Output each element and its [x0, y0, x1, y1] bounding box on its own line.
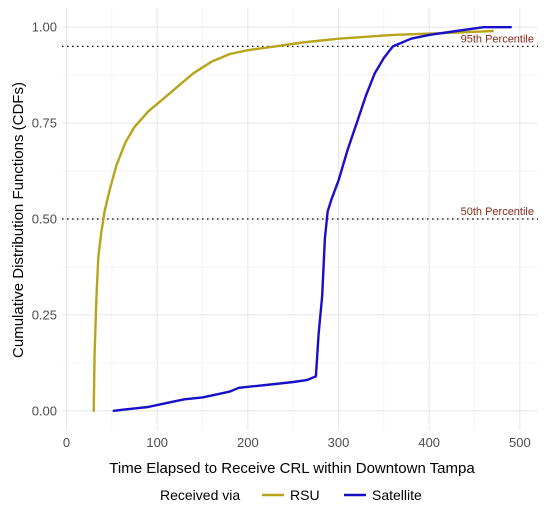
- legend: Received via RSU Satellite: [160, 487, 422, 503]
- y-axis-ticks: 0.00 0.25 0.50 0.75 1.00: [32, 20, 57, 419]
- x-tick-label: 100: [146, 435, 168, 450]
- x-tick-label: 0: [63, 435, 70, 450]
- grid: [62, 8, 538, 430]
- y-tick-label: 0.75: [32, 116, 57, 131]
- percentile-label: 50th Percentile: [461, 206, 534, 218]
- series-lines: [92, 26, 512, 412]
- legend-title: Received via: [160, 487, 240, 503]
- percentile-reference-lines: 95th Percentile 50th Percentile: [62, 33, 538, 220]
- series-line-rsu: [92, 29, 494, 412]
- legend-label-rsu: RSU: [290, 487, 320, 503]
- x-tick-label: 300: [328, 435, 350, 450]
- x-axis-ticks: 0 100 200 300 400 500: [63, 435, 531, 450]
- y-tick-label: 1.00: [32, 20, 57, 35]
- legend-label-satellite: Satellite: [372, 487, 422, 503]
- y-tick-label: 0.50: [32, 212, 57, 227]
- legend-items: RSU Satellite: [262, 487, 422, 503]
- percentile-label: 95th Percentile: [461, 33, 534, 45]
- x-axis-title: Time Elapsed to Receive CRL within Downt…: [109, 460, 475, 477]
- y-tick-label: 0.00: [32, 403, 57, 418]
- x-tick-label: 200: [237, 435, 259, 450]
- y-tick-label: 0.25: [32, 307, 57, 322]
- x-tick-label: 500: [509, 435, 531, 450]
- series-line-satellite: [112, 26, 512, 412]
- x-tick-label: 400: [418, 435, 440, 450]
- y-axis-title: Cumulative Distribution Functions (CDFs): [10, 82, 27, 358]
